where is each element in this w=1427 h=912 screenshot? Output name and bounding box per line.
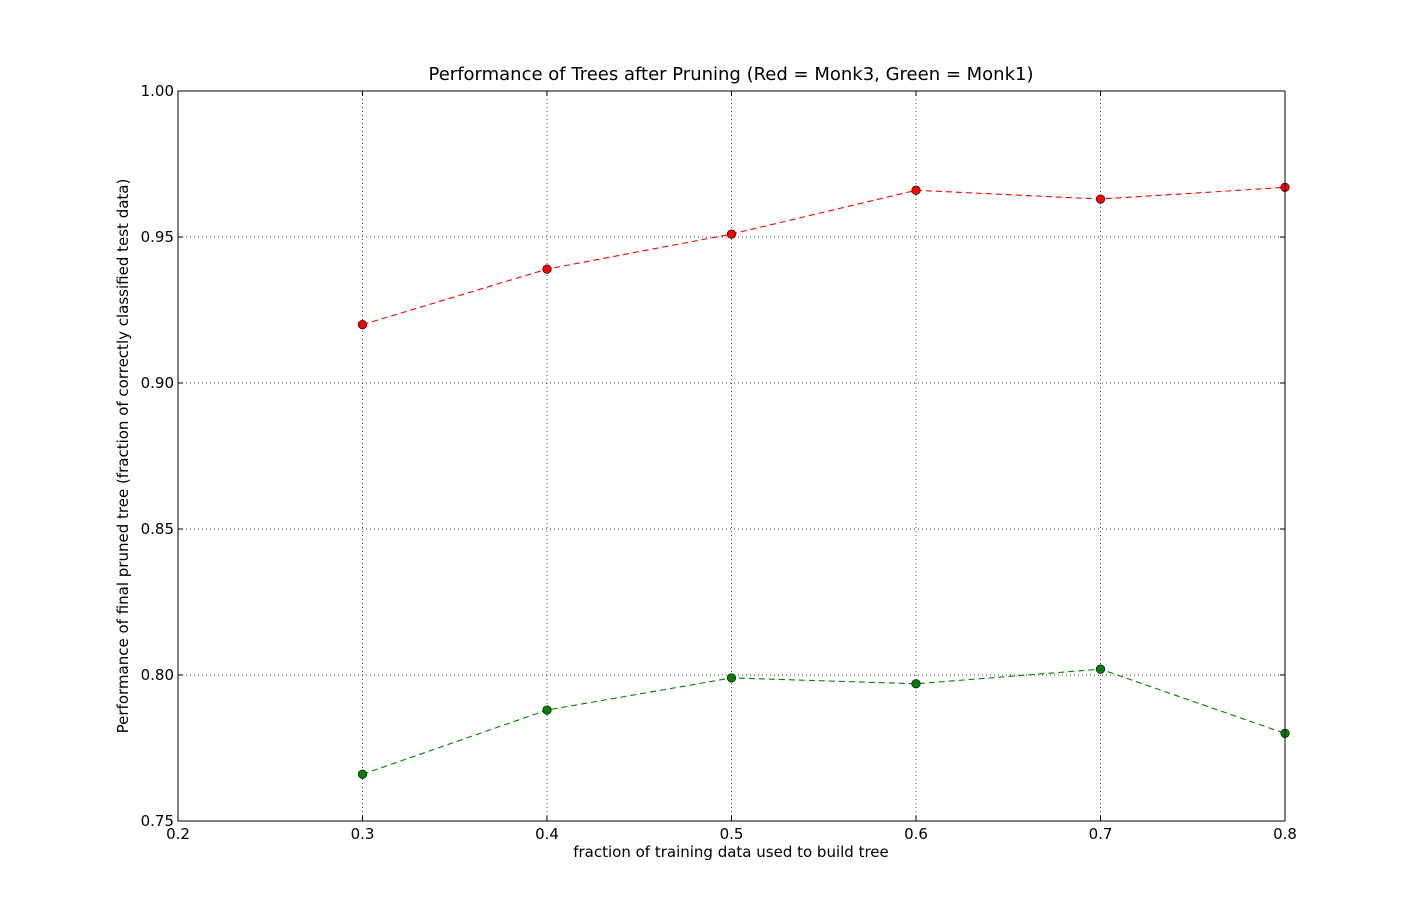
data-point-series-1-4	[1095, 664, 1106, 674]
data-point-series-0-4	[1095, 194, 1106, 204]
grid	[178, 91, 1285, 821]
y-tick-label: 0.75	[141, 812, 174, 830]
x-tick-label: 0.7	[1089, 825, 1113, 843]
x-tick-label: 0.2	[166, 825, 190, 843]
series-layer	[357, 182, 1290, 779]
y-tick-label: 1.00	[141, 82, 174, 100]
x-tick-label: 0.3	[351, 825, 375, 843]
y-axis-label: Performance of final pruned tree (fracti…	[114, 179, 132, 734]
x-axis-label: fraction of training data used to build …	[573, 843, 889, 861]
series-line-0	[362, 186, 1286, 326]
x-tick-label: 0.4	[535, 825, 559, 843]
data-point-series-1-0	[357, 769, 368, 779]
x-tick-label: 0.5	[720, 825, 744, 843]
chart-title: Performance of Trees after Pruning (Red …	[429, 64, 1034, 85]
series-line-1	[362, 668, 1286, 775]
y-tick-label: 0.90	[141, 374, 174, 392]
data-point-series-1-2	[726, 673, 737, 683]
y-tick-label: 0.95	[141, 228, 174, 246]
data-point-series-0-0	[357, 320, 368, 330]
y-tick-label: 0.85	[141, 520, 174, 538]
x-tick-label: 0.6	[904, 825, 928, 843]
data-point-series-1-1	[542, 705, 552, 715]
data-point-series-1-3	[911, 679, 921, 689]
data-point-series-0-2	[726, 229, 737, 239]
x-tick-label: 0.8	[1273, 825, 1297, 843]
data-point-series-0-1	[542, 264, 552, 274]
ticks: 0.2 0.3 0.4 0.5 0.6 0.7 0.8 0.75 0.80 0.85 0.90 0.9…	[141, 82, 1297, 843]
data-point-series-0-3	[911, 185, 921, 195]
y-tick-label: 0.80	[141, 666, 174, 684]
